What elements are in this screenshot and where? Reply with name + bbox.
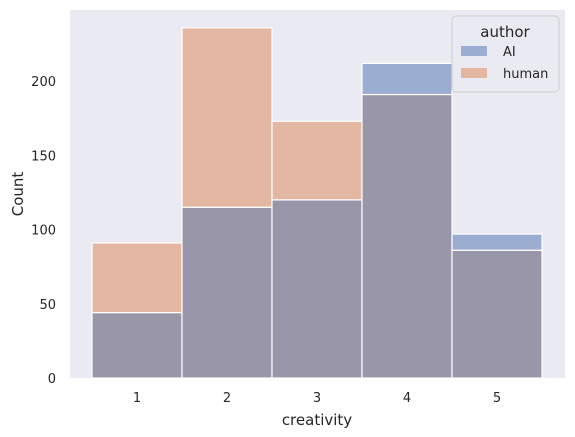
- y-tick-label: 0: [48, 372, 56, 387]
- y-tick-label: 200: [31, 75, 56, 90]
- y-axis-label: Count: [9, 172, 27, 217]
- bar-human-1: [91, 242, 183, 314]
- bar-overlap-5: [451, 249, 543, 379]
- x-tick-label: 3: [313, 391, 321, 406]
- bar-ai-4: [361, 62, 453, 96]
- legend-label-ai: AI: [503, 45, 516, 60]
- bar-overlap-3: [271, 199, 363, 379]
- bar-overlap-4: [361, 93, 453, 379]
- bar-overlap-2: [181, 206, 273, 379]
- y-tick-labels: 0 50 100 150 200: [31, 75, 56, 387]
- legend-title: author: [480, 23, 530, 41]
- x-tick-label: 2: [223, 391, 231, 406]
- bar-overlap-1: [91, 312, 183, 379]
- y-tick-label: 150: [31, 149, 56, 164]
- legend-label-human: human: [503, 67, 548, 82]
- x-axis-label: creativity: [282, 411, 352, 429]
- bar-ai-5: [451, 233, 543, 251]
- legend-swatch-human: [461, 68, 487, 78]
- x-tick-labels: 1 2 3 4 5: [133, 391, 501, 406]
- legend: author AI human: [451, 15, 560, 93]
- bar-human-2: [181, 27, 273, 208]
- legend-swatch-ai: [461, 46, 487, 56]
- y-tick-label: 100: [31, 224, 56, 239]
- y-tick-label: 50: [39, 298, 56, 313]
- x-tick-label: 5: [493, 391, 501, 406]
- bars-group: [91, 27, 543, 379]
- x-tick-label: 4: [403, 391, 411, 406]
- x-tick-label: 1: [133, 391, 141, 406]
- bar-human-3: [271, 120, 363, 201]
